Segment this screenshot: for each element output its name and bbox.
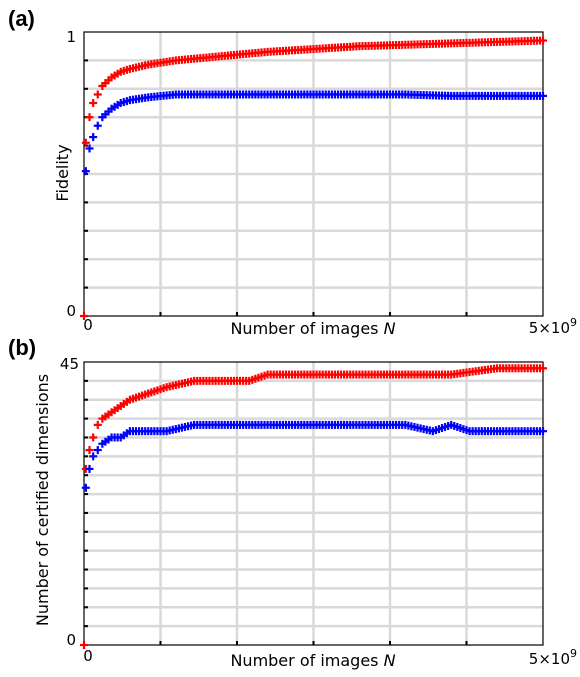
data-point [93, 90, 102, 99]
panel-a-xlabel-text: Number of images [230, 319, 383, 338]
data-point [81, 138, 90, 147]
panel-a-xtick-end: 5×109 [529, 316, 577, 337]
data-point [80, 312, 88, 320]
panel-b-xtick-end-exp: 9 [570, 647, 577, 660]
panel-b-letter: (b) [8, 335, 36, 360]
series-0 [80, 364, 547, 649]
panel-b-xlabel-var: N [384, 651, 396, 670]
panel-a: (a) 1 0 0 5×109 Number of images N Fidel… [8, 6, 577, 338]
panel-b-xtick-end-base: 5×10 [529, 650, 570, 668]
data-point [93, 121, 102, 130]
panel-a-ylabel: Fidelity [53, 144, 72, 201]
panel-a-xtick-end-base: 5×10 [529, 319, 570, 337]
data-point [93, 446, 102, 455]
data-point [89, 133, 98, 142]
panel-a-letter: (a) [8, 6, 35, 31]
panel-b-marks [80, 364, 547, 649]
panel-b-grid [84, 362, 543, 645]
panel-a-ytick-top: 1 [66, 28, 76, 46]
series-0 [80, 36, 547, 320]
panel-a-xtick-start: 0 [83, 316, 93, 334]
panel-b-xlabel-text: Number of images [230, 651, 383, 670]
data-point [89, 433, 98, 442]
panel-a-xlabel-var: N [384, 319, 396, 338]
panel-a-ytick-bottom: 0 [66, 302, 76, 320]
data-point [81, 167, 90, 176]
data-point [80, 641, 88, 649]
data-point [85, 446, 94, 455]
data-point [89, 452, 98, 461]
series-1 [81, 420, 547, 492]
data-point [539, 91, 547, 100]
data-point [85, 113, 94, 122]
panel-b-ticks [84, 379, 468, 645]
data-point [539, 427, 547, 436]
panel-b-ylabel: Number of certified dimensions [33, 374, 52, 626]
panel-a-xtick-end-exp: 9 [570, 316, 577, 329]
panel-b-xlabel: Number of images N [230, 651, 395, 670]
data-point [539, 36, 547, 45]
panel-b: (b) 45 0 0 5×109 Number of images N Numb… [8, 335, 577, 670]
panel-a-xlabel: Number of images N [230, 319, 395, 338]
data-point [85, 464, 94, 473]
panel-b-xtick-start: 0 [83, 647, 93, 665]
data-point [85, 144, 94, 153]
panel-b-ytick-top: 45 [60, 355, 79, 373]
data-point [89, 99, 98, 107]
data-point [81, 483, 90, 492]
panel-a-marks [80, 36, 547, 320]
panel-b-xtick-end: 5×109 [529, 647, 577, 668]
panel-a-grid [84, 32, 543, 316]
series-1 [81, 90, 547, 176]
data-point [539, 364, 547, 373]
data-point [93, 420, 102, 429]
panel-b-ytick-bottom: 0 [66, 631, 76, 649]
